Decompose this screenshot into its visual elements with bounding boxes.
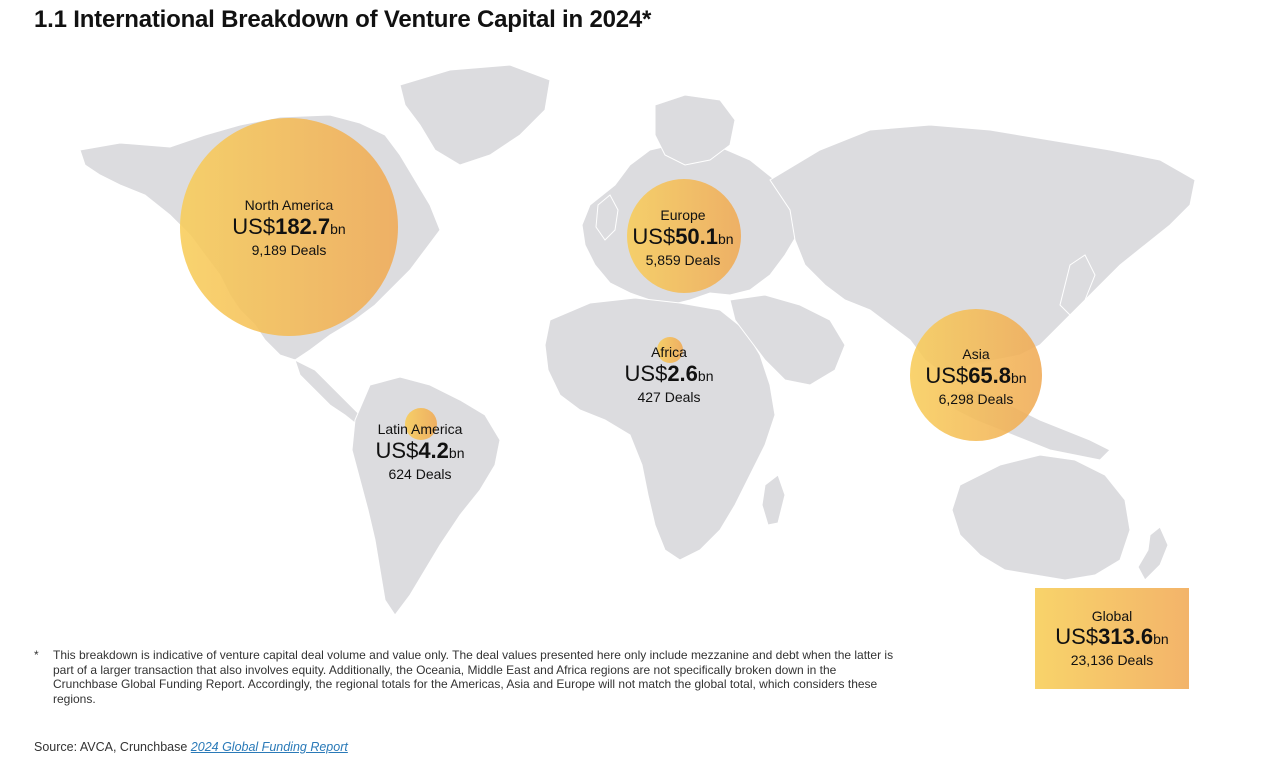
source-report-link[interactable]: 2024 Global Funding Report (190, 740, 348, 754)
region-europe: Europe US$50.1bn 5,859 Deals (632, 206, 733, 268)
land-asia (769, 124, 1196, 376)
page-title: 1.1 International Breakdown of Venture C… (34, 6, 652, 33)
region-africa: Africa US$2.6bn 427 Deals (625, 343, 714, 405)
region-name: Latin America (377, 421, 463, 437)
region-value: US$65.8bn (925, 363, 1027, 388)
region-bubbles (180, 118, 1042, 441)
footnote-marker: * (34, 648, 39, 662)
source-line: Source: AVCA, Crunchbase 2024 Global Fun… (34, 740, 348, 754)
region-name: Europe (660, 207, 706, 223)
bubble-africa (657, 337, 683, 363)
bubble-north-america (180, 118, 398, 336)
footnote: * This breakdown is indicative of ventur… (34, 648, 904, 706)
land-uk (595, 194, 619, 241)
region-value: US$4.2bn (375, 438, 465, 463)
region-value: US$50.1bn (632, 224, 734, 249)
bubble-latin-america (405, 408, 437, 440)
land-greenland (399, 64, 551, 166)
world-map (79, 64, 1196, 616)
land-new-zealand (1137, 526, 1169, 581)
land-south-america (351, 376, 501, 616)
bubble-asia (910, 309, 1042, 441)
region-latin-america: Latin America US$4.2bn 624 Deals (376, 420, 465, 482)
region-deals: 427 Deals (637, 389, 701, 405)
footnote-text: This breakdown is indicative of venture … (53, 648, 894, 706)
land-australia (951, 454, 1131, 581)
land-japan (1059, 254, 1096, 316)
region-asia: Asia US$65.8bn 6,298 Deals (925, 345, 1026, 407)
global-total-box: Global US$313.6bn 23,136 Deals (1035, 588, 1189, 689)
region-deals: 9,189 Deals (251, 242, 327, 258)
region-deals: 624 Deals (388, 466, 452, 482)
land-madagascar (761, 474, 786, 526)
land-africa (544, 297, 776, 561)
region-value: US$2.6bn (624, 361, 714, 386)
global-name: Global (1091, 608, 1133, 624)
region-north-america: North America US$182.7bn 9,189 Deals (232, 196, 345, 258)
land-middle-east (729, 294, 846, 386)
source-prefix: Source: AVCA, Crunchbase (34, 740, 191, 754)
region-name: Africa (651, 344, 687, 360)
region-name: Asia (962, 346, 990, 362)
land-scandinavia (654, 94, 736, 166)
region-deals: 5,859 Deals (645, 252, 721, 268)
bubble-europe (627, 179, 741, 293)
region-deals: 6,298 Deals (938, 391, 1014, 407)
region-value: US$182.7bn (232, 214, 346, 239)
global-value: US$313.6bn (1055, 624, 1169, 649)
global-deals: 23,136 Deals (1070, 652, 1154, 668)
region-name: North America (244, 197, 334, 213)
